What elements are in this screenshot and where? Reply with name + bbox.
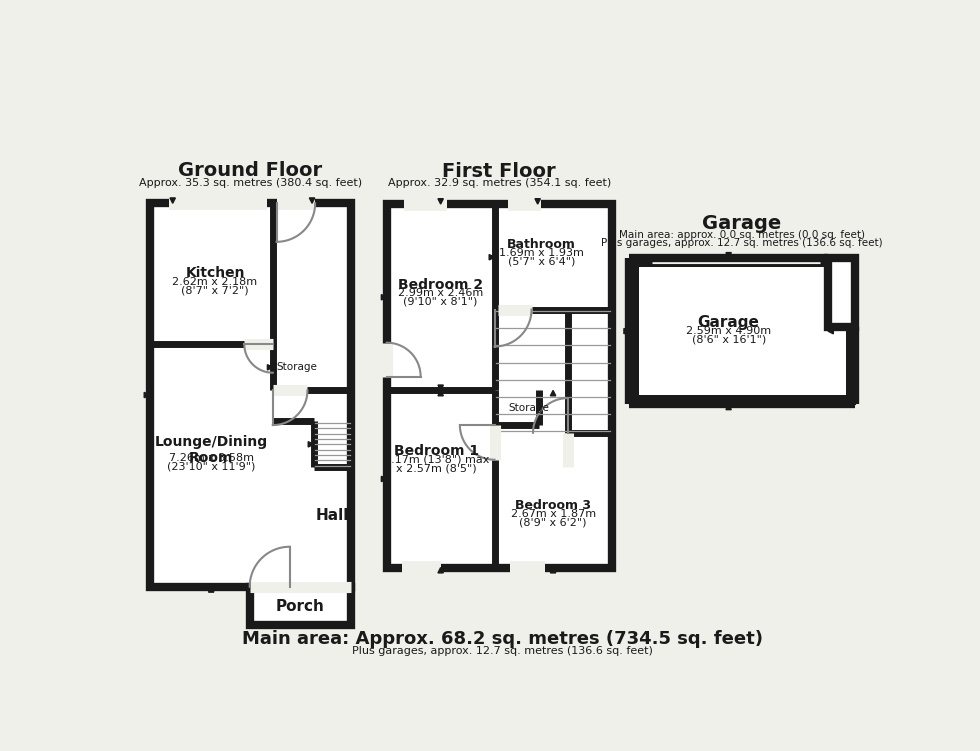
Text: Approx. 35.3 sq. metres (380.4 sq. feet): Approx. 35.3 sq. metres (380.4 sq. feet) (139, 177, 362, 188)
Text: First Floor: First Floor (442, 162, 556, 181)
Text: 2.99m x 2.46m: 2.99m x 2.46m (398, 288, 483, 298)
Polygon shape (551, 391, 556, 396)
Polygon shape (170, 198, 175, 204)
Text: Ground Floor: Ground Floor (178, 161, 322, 180)
Bar (150, 204, 352, 587)
Polygon shape (535, 199, 540, 204)
Polygon shape (381, 476, 387, 481)
Text: Main area: Approx. 68.2 sq. metres (734.5 sq. feet): Main area: Approx. 68.2 sq. metres (734.… (242, 630, 762, 648)
Bar (639, 267, 846, 395)
Polygon shape (438, 568, 443, 573)
Polygon shape (209, 587, 214, 592)
Text: Porch: Porch (276, 599, 325, 614)
Polygon shape (438, 385, 443, 391)
Text: Storage: Storage (508, 403, 549, 413)
Polygon shape (489, 255, 495, 260)
Text: (8'9" x 6'2"): (8'9" x 6'2") (519, 518, 587, 528)
Polygon shape (828, 328, 833, 334)
Polygon shape (268, 365, 272, 370)
Text: Garage: Garage (698, 315, 760, 330)
Text: Bathroom: Bathroom (507, 238, 576, 252)
Text: (8'6" x 16'1"): (8'6" x 16'1") (692, 335, 765, 345)
Bar (629, 258, 855, 404)
Bar (828, 258, 855, 327)
Polygon shape (381, 294, 387, 300)
Text: 4.17m (13'8") max: 4.17m (13'8") max (384, 454, 489, 465)
Polygon shape (551, 568, 556, 573)
Text: 2.59m x 4.90m: 2.59m x 4.90m (686, 326, 771, 336)
Text: Lounge/Dining
Room: Lounge/Dining Room (155, 435, 268, 465)
Text: (23'10" x 11'9"): (23'10" x 11'9") (167, 462, 256, 472)
Polygon shape (438, 391, 443, 396)
Text: Garage: Garage (702, 214, 781, 233)
Polygon shape (624, 328, 629, 334)
Text: Plus garages, approx. 12.7 sq. metres (136.6 sq. feet): Plus garages, approx. 12.7 sq. metres (1… (352, 647, 653, 656)
Text: (8'7" x 7'2"): (8'7" x 7'2") (181, 285, 249, 295)
Polygon shape (438, 199, 443, 204)
Text: Kitchen: Kitchen (185, 267, 245, 280)
Text: Main area: approx. 0.0 sq. metres (0.0 sq. feet): Main area: approx. 0.0 sq. metres (0.0 s… (618, 230, 864, 240)
Text: Plus garages, approx. 12.7 sq. metres (136.6 sq. feet): Plus garages, approx. 12.7 sq. metres (1… (601, 238, 883, 249)
Text: Bedroom 3: Bedroom 3 (515, 499, 591, 512)
Text: Bedroom 2: Bedroom 2 (398, 278, 483, 292)
Text: (9'10" x 8'1"): (9'10" x 8'1") (404, 297, 478, 307)
Bar (387, 204, 612, 568)
Polygon shape (309, 442, 314, 447)
Bar (828, 256, 857, 327)
Text: 7.26m x 3.58m: 7.26m x 3.58m (169, 453, 254, 463)
Text: Bedroom 1: Bedroom 1 (394, 445, 479, 458)
Bar (250, 587, 352, 626)
Text: 2.62m x 2.18m: 2.62m x 2.18m (172, 277, 258, 287)
Text: x 2.57m (8'5"): x 2.57m (8'5") (397, 463, 477, 473)
Text: Storage: Storage (276, 362, 318, 372)
Polygon shape (144, 392, 150, 398)
Polygon shape (310, 198, 315, 204)
Polygon shape (726, 252, 731, 258)
Text: 2.67m x 1.87m: 2.67m x 1.87m (511, 509, 596, 520)
Polygon shape (726, 404, 731, 409)
Text: 1.69m x 1.93m: 1.69m x 1.93m (499, 249, 584, 258)
Text: Hall: Hall (316, 508, 349, 523)
Text: Approx. 32.9 sq. metres (354.1 sq. feet): Approx. 32.9 sq. metres (354.1 sq. feet) (387, 178, 611, 189)
Text: (5'7" x 6'4"): (5'7" x 6'4") (508, 257, 575, 267)
